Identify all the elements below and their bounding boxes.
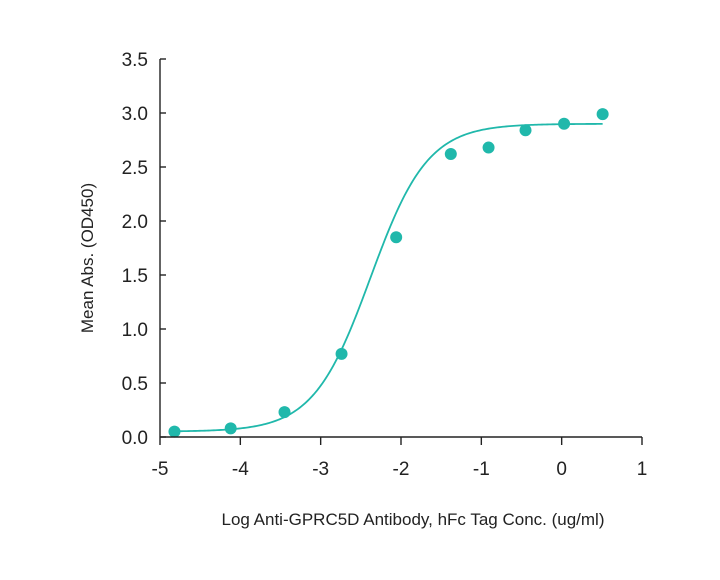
data-point bbox=[225, 422, 237, 434]
y-tick-label: 2.0 bbox=[122, 212, 148, 233]
x-axis-title: Log Anti-GPRC5D Antibody, hFc Tag Conc. … bbox=[222, 510, 605, 529]
x-tick-label: 0 bbox=[556, 459, 567, 480]
data-point bbox=[520, 124, 532, 136]
data-point bbox=[597, 108, 609, 120]
y-axis-title: Mean Abs. (OD450) bbox=[78, 183, 97, 333]
data-point bbox=[445, 148, 457, 160]
y-tick-label: 3.0 bbox=[122, 104, 148, 125]
x-tick-label: -5 bbox=[152, 459, 169, 480]
data-point bbox=[279, 406, 291, 418]
x-tick-label: -4 bbox=[232, 459, 249, 480]
data-point bbox=[336, 348, 348, 360]
data-point bbox=[390, 231, 402, 243]
x-tick-label: 1 bbox=[637, 459, 648, 480]
data-point bbox=[168, 426, 180, 438]
data-points bbox=[168, 108, 608, 438]
y-tick-label: 1.5 bbox=[122, 266, 148, 287]
y-tick-label: 0.0 bbox=[122, 428, 148, 449]
x-tick-label: -2 bbox=[393, 459, 410, 480]
y-tick-label: 2.5 bbox=[122, 158, 148, 179]
y-tick-label: 1.0 bbox=[122, 320, 148, 341]
y-tick-label: 0.5 bbox=[122, 374, 148, 395]
data-point bbox=[483, 142, 495, 154]
x-tick-label: -3 bbox=[312, 459, 329, 480]
x-tick-label: -1 bbox=[473, 459, 490, 480]
plot-area bbox=[168, 108, 608, 438]
data-point bbox=[558, 118, 570, 130]
y-tick-label: 3.5 bbox=[122, 50, 148, 71]
x-axis-ticks: -5 -4 -3 -2 -1 0 1 bbox=[152, 437, 648, 480]
fit-curve bbox=[174, 124, 602, 431]
